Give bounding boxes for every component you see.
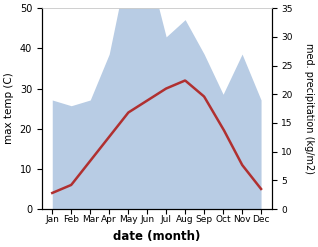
X-axis label: date (month): date (month) xyxy=(113,230,200,243)
Y-axis label: max temp (C): max temp (C) xyxy=(4,73,14,144)
Y-axis label: med. precipitation (kg/m2): med. precipitation (kg/m2) xyxy=(304,43,314,174)
